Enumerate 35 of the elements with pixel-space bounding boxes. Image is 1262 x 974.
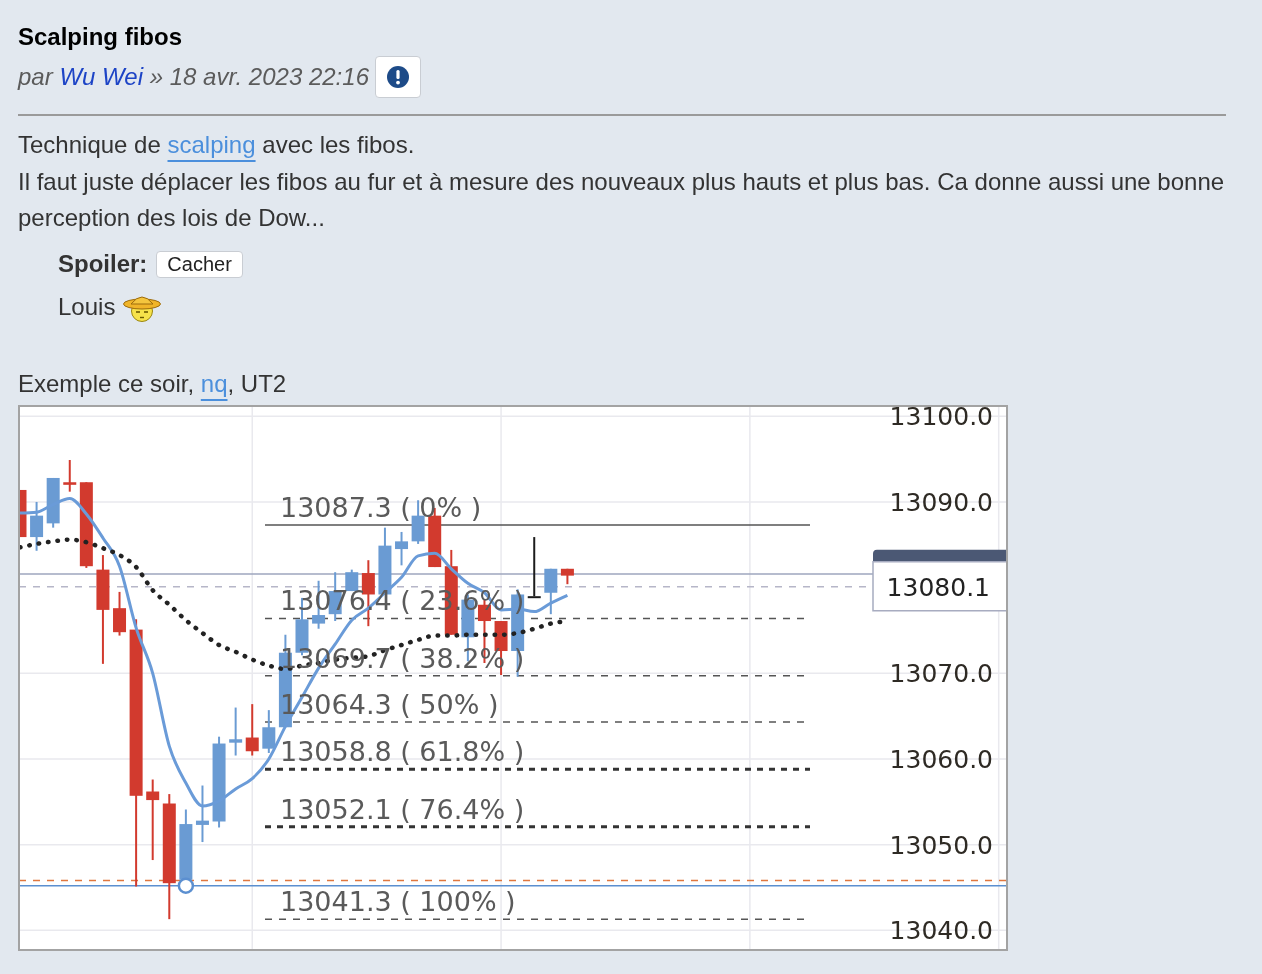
toggle-button: Cacher: [156, 250, 243, 278]
ref-line-label: 13052.1 ( 76.4% ): [280, 793, 525, 825]
text: Technique de: [18, 131, 161, 159]
text: par: [18, 63, 53, 91]
chart-title: Scalping fibos: [18, 23, 183, 51]
text: Spoiler:: [58, 250, 148, 278]
candlestick: [30, 500, 44, 552]
y-tick-label: 13060.0: [889, 744, 993, 774]
candlestick: [146, 778, 160, 862]
text: » 18 avr. 2023 22:16: [149, 63, 369, 91]
ref-line-label: 13087.3 ( 0% ): [280, 492, 482, 524]
candlestick: [63, 458, 77, 493]
y-tick-label: 13070.0: [889, 658, 993, 688]
text: avec les fibos.: [262, 131, 415, 159]
candlestick: [544, 567, 558, 616]
annotation: 13080.1: [886, 572, 990, 602]
candlestick: [113, 590, 127, 637]
text: Il faut juste déplacer les fibos au fur et à mesure des nouveaux plus hauts et plus bas. Ca donne aussi une bonne perception des lois de Dow...: [18, 167, 1226, 233]
ref-line-label: 13041.3 ( 100% ): [280, 886, 516, 918]
candlestick: [229, 706, 243, 757]
y-tick-label: 13100.0: [889, 401, 993, 431]
text: Wu Wei: [59, 63, 143, 91]
text: , UT2: [227, 370, 287, 398]
candlestick: [395, 530, 409, 567]
ref-line-label: 13058.8 ( 61.8% ): [280, 736, 525, 768]
text: Louis: [58, 293, 116, 321]
candlestick: [527, 536, 541, 599]
y-tick-label: 13040.0: [889, 915, 993, 945]
candlestick: [262, 709, 276, 754]
candlestick: [245, 703, 259, 757]
text: scalping: [167, 131, 256, 159]
text: nq: [200, 370, 228, 398]
y-tick-label: 13050.0: [889, 830, 993, 860]
y-tick-label: 13090.0: [889, 487, 993, 517]
text: Exemple ce soir,: [18, 370, 195, 398]
